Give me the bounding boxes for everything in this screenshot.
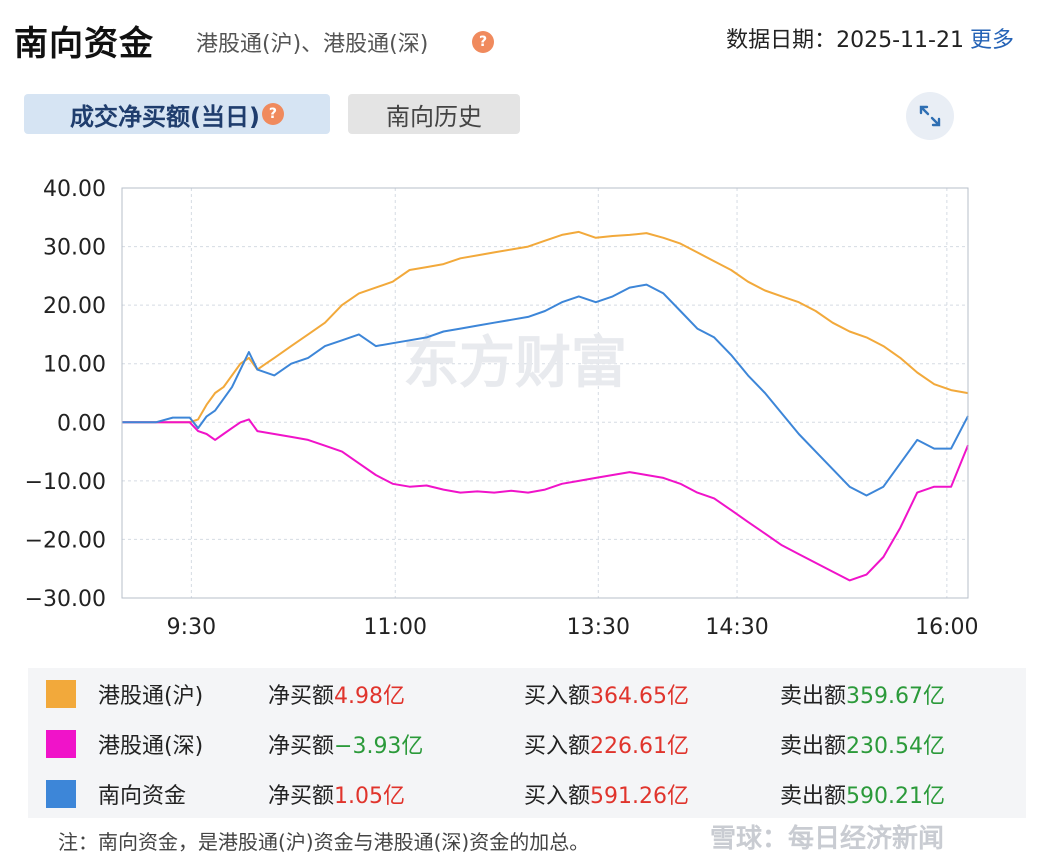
line-chart: 东方财富 40.00 30.00 20.00 10.00 0.00 −10.00 −20.0… [25, 177, 979, 640]
net-buy-value: 1.05亿 [334, 784, 406, 809]
series-line [122, 230, 969, 424]
sell-value: 359.67亿 [846, 684, 945, 709]
x-tick-label: 11:00 [364, 615, 427, 640]
net-buy: 净买额1.05亿 [268, 778, 405, 810]
net-buy-value: 4.98亿 [334, 684, 406, 709]
legend-swatch [46, 730, 76, 758]
buy-label: 买入额 [524, 734, 591, 759]
legend-swatch [46, 780, 76, 808]
axes: 40.00 30.00 20.00 10.00 0.00 −10.00 −20.00 −30.… [25, 177, 979, 640]
buy-value: 226.61亿 [590, 734, 689, 759]
net-buy: 净买额−3.93亿 [268, 728, 423, 760]
page-title: 南向资金 [14, 24, 154, 64]
sell-value: 590.21亿 [846, 784, 945, 809]
tab-label: 南向历史 [386, 102, 482, 131]
series-line [122, 283, 969, 497]
tab-label: 成交净买额(当日) [70, 102, 260, 131]
help-icon[interactable]: ? [472, 31, 494, 53]
net-buy-label: 净买额 [268, 684, 335, 709]
chart: 东方财富 40.00 30.00 20.00 10.00 0.00 −10.00 −20.0… [0, 150, 1042, 650]
plot-frame [121, 187, 969, 599]
more-link[interactable]: 更多 [969, 28, 1014, 53]
x-tick-label: 13:30 [567, 615, 630, 640]
legend-row: 港股通(沪) 净买额4.98亿 买入额364.65亿 卖出额359.67亿 [28, 668, 1026, 716]
buy-value: 591.26亿 [590, 784, 689, 809]
y-tick-label: −30.00 [25, 587, 106, 612]
sell-amount: 卖出额230.54亿 [780, 728, 945, 760]
buy-amount: 买入额226.61亿 [524, 728, 689, 760]
y-tick-label: 10.00 [43, 353, 106, 378]
header: 南向资金 港股通(沪)、港股通(深) ? 数据日期：2025-11-21 更多 [0, 0, 1042, 76]
legend-name: 南向资金 [98, 784, 187, 809]
x-tick-label: 14:30 [705, 615, 768, 640]
x-tick-label: 16:00 [915, 615, 978, 640]
net-buy-label: 净买额 [268, 784, 335, 809]
footer-watermark: 雪球：每日经济新闻 [710, 824, 945, 854]
chart-watermark: 东方财富 [403, 331, 627, 396]
y-tick-label: 40.00 [43, 177, 106, 202]
legend-name: 港股通(深) [98, 734, 204, 759]
y-tick-label: −10.00 [25, 470, 106, 495]
buy-label: 买入额 [524, 784, 591, 809]
help-icon[interactable]: ? [261, 103, 284, 125]
y-tick-label: 30.00 [43, 236, 106, 261]
net-buy: 净买额4.98亿 [268, 678, 405, 710]
series [122, 230, 969, 582]
buy-label: 买入额 [524, 684, 591, 709]
tab-net-buy-today[interactable]: 成交净买额(当日) ? [24, 94, 330, 134]
legend-row: 南向资金 净买额1.05亿 买入额591.26亿 卖出额590.21亿 [28, 768, 1026, 816]
legend-table: 港股通(沪) 净买额4.98亿 买入额364.65亿 卖出额359.67亿 港股… [28, 668, 1026, 818]
x-tick-label: 9:30 [167, 615, 216, 640]
sell-label: 卖出额 [780, 734, 847, 759]
legend-swatch [46, 680, 76, 708]
expand-button[interactable] [906, 92, 954, 140]
buy-amount: 买入额591.26亿 [524, 778, 689, 810]
legend-row: 港股通(深) 净买额−3.93亿 买入额226.61亿 卖出额230.54亿 [28, 718, 1026, 766]
sell-label: 卖出额 [780, 684, 847, 709]
tab-southbound-history[interactable]: 南向历史 [348, 94, 520, 134]
net-buy-value: −3.93亿 [334, 734, 424, 759]
data-date-label: 数据日期：2025-11-21 [726, 28, 964, 53]
sell-value: 230.54亿 [846, 734, 945, 759]
y-tick-label: −20.00 [25, 528, 106, 553]
sell-amount: 卖出额590.21亿 [780, 778, 945, 810]
expand-icon [919, 105, 941, 127]
legend-name: 港股通(沪) [98, 684, 204, 709]
series-line [122, 418, 969, 582]
sell-label: 卖出额 [780, 784, 847, 809]
buy-amount: 买入额364.65亿 [524, 678, 689, 710]
net-buy-label: 净买额 [268, 734, 335, 759]
sell-amount: 卖出额359.67亿 [780, 678, 945, 710]
data-date: 数据日期：2025-11-21 更多 [726, 22, 1014, 54]
y-tick-label: 0.00 [57, 411, 106, 436]
buy-value: 364.65亿 [590, 684, 689, 709]
page-subtitle: 港股通(沪)、港股通(深) [196, 32, 429, 57]
footnote: 注：南向资金，是港股通(沪)资金与港股通(深)资金的加总。 [58, 830, 590, 854]
y-tick-label: 20.00 [43, 294, 106, 319]
